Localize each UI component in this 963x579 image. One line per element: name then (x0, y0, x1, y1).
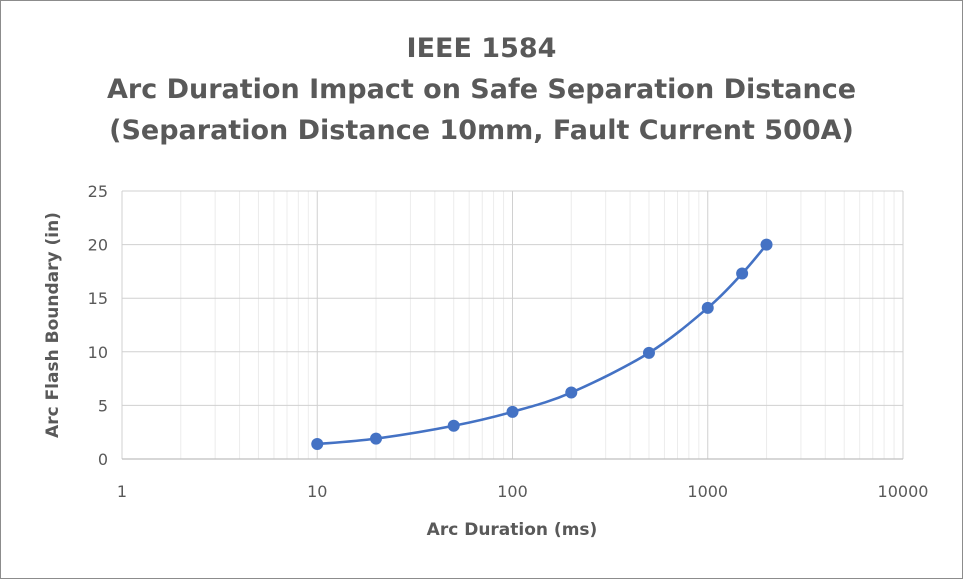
data-point (565, 386, 578, 399)
data-point (370, 432, 383, 445)
y-tick-label: 15 (88, 289, 108, 308)
x-tick-label: 1 (117, 482, 127, 501)
x-tick-label: 10000 (878, 482, 929, 501)
data-series (311, 238, 773, 450)
data-point (447, 419, 460, 432)
data-point (736, 267, 749, 280)
data-point (506, 405, 519, 418)
chart-title-line-3: (Separation Distance 10mm, Fault Current… (109, 115, 854, 146)
x-tick-label: 10 (307, 482, 327, 501)
chart-title-line-1: IEEE 1584 (406, 33, 557, 64)
y-tick-label: 0 (98, 450, 108, 469)
y-axis-title: Arc Flash Boundary (in) (43, 212, 63, 438)
data-point (701, 301, 714, 314)
minor-gridlines (180, 191, 895, 459)
data-point (642, 346, 655, 359)
data-point (760, 238, 773, 251)
y-tick-labels: 0 5 10 15 20 25 (88, 182, 108, 469)
x-tick-label: 1000 (687, 482, 728, 501)
x-tick-labels: 1 10 100 1000 10000 (117, 482, 929, 501)
x-axis-title: Arc Duration (ms) (427, 520, 598, 540)
chart-title-line-2: Arc Duration Impact on Safe Separation D… (106, 74, 857, 105)
y-tick-label: 10 (88, 343, 108, 362)
y-tick-label: 20 (88, 236, 108, 255)
x-tick-label: 100 (497, 482, 528, 501)
data-point (311, 437, 324, 450)
y-tick-label: 25 (88, 182, 108, 201)
y-tick-label: 5 (98, 396, 108, 415)
chart-title: IEEE 1584 Arc Duration Impact on Safe Se… (0, 28, 963, 151)
